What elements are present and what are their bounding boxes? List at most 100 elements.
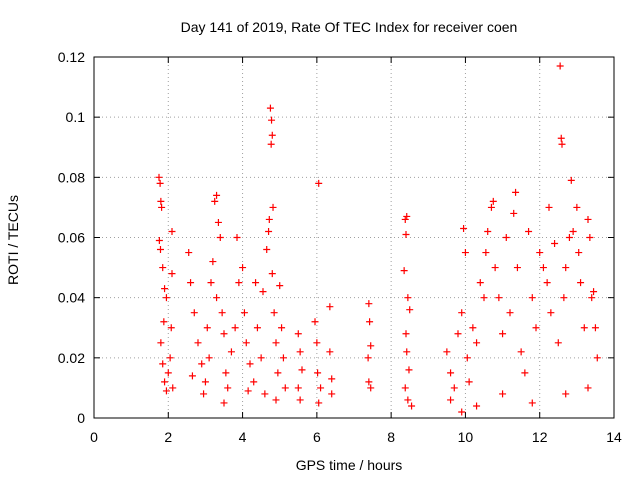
data-point — [155, 237, 163, 245]
data-point — [311, 318, 319, 326]
data-point — [491, 264, 499, 272]
data-point — [222, 369, 230, 377]
data-point — [313, 339, 321, 347]
data-point — [276, 282, 284, 290]
data-point — [159, 264, 167, 272]
data-point — [476, 279, 484, 287]
data-point — [267, 140, 275, 148]
data-point — [447, 369, 455, 377]
data-point — [274, 369, 282, 377]
y-tick-label: 0.02 — [58, 350, 85, 366]
y-tick-label: 0.12 — [58, 49, 85, 65]
data-point — [532, 324, 540, 332]
data-point — [156, 246, 164, 254]
data-point — [400, 267, 408, 275]
x-axis-title: GPS time / hours — [296, 457, 403, 473]
data-point — [168, 227, 176, 235]
data-point — [272, 396, 280, 404]
data-point — [266, 104, 274, 112]
data-point — [405, 366, 413, 374]
data-point — [242, 339, 250, 347]
chart-title: Day 141 of 2019, Rate Of TEC Index for r… — [181, 19, 518, 35]
data-point — [296, 348, 304, 356]
data-point — [166, 354, 174, 362]
data-point — [263, 246, 271, 254]
data-point — [233, 234, 241, 241]
data-point — [270, 309, 278, 317]
data-point — [200, 390, 208, 398]
data-point — [224, 384, 232, 392]
data-point — [218, 309, 226, 317]
x-tick-label: 10 — [458, 429, 474, 445]
data-point — [240, 309, 248, 317]
data-point — [513, 264, 521, 272]
data-point — [296, 396, 304, 404]
data-point — [556, 62, 564, 70]
data-point — [281, 384, 289, 392]
data-point — [315, 399, 323, 407]
data-point — [162, 294, 170, 302]
data-point — [364, 354, 372, 362]
y-tick-label: 0 — [77, 410, 85, 426]
data-point — [458, 309, 466, 317]
data-point — [213, 294, 221, 302]
data-point — [499, 330, 507, 338]
x-tick-label: 12 — [532, 429, 548, 445]
data-point — [272, 339, 280, 347]
data-point — [558, 140, 566, 148]
data-point — [367, 342, 375, 350]
x-tick-label: 8 — [387, 429, 395, 445]
data-point — [463, 354, 471, 362]
data-point — [168, 270, 176, 278]
data-point — [326, 303, 334, 311]
data-point — [495, 294, 503, 302]
data-point — [250, 378, 258, 386]
data-point — [257, 354, 265, 362]
y-tick-label: 0.04 — [58, 290, 85, 306]
data-point — [253, 324, 261, 332]
x-tick-label: 6 — [313, 429, 321, 445]
data-point — [209, 258, 217, 266]
data-point — [201, 378, 209, 386]
data-point — [528, 294, 536, 302]
data-point — [367, 384, 375, 392]
x-tick-label: 14 — [606, 429, 622, 445]
data-point — [185, 249, 193, 257]
data-point — [157, 197, 165, 205]
x-tick-label: 4 — [239, 429, 247, 445]
y-tick-labels: 0 0.02 0.04 0.06 0.08 0.1 0.12 — [58, 49, 85, 426]
data-point — [408, 402, 416, 410]
data-point — [577, 279, 585, 287]
data-point — [543, 279, 551, 287]
data-point — [473, 402, 481, 410]
data-point — [268, 131, 276, 139]
data-point — [261, 390, 269, 398]
data-point — [460, 224, 468, 232]
data-point — [159, 360, 167, 368]
data-point — [443, 348, 451, 356]
data-point — [454, 330, 462, 338]
data-point — [244, 387, 252, 395]
data-point — [528, 399, 536, 407]
data-point — [450, 384, 458, 392]
data-point — [557, 134, 565, 142]
data-point — [268, 270, 276, 278]
data-point — [220, 399, 228, 407]
data-point — [211, 197, 219, 205]
data-point — [521, 369, 529, 377]
data-point — [489, 197, 497, 205]
data-point — [586, 234, 594, 241]
data-point — [298, 366, 306, 374]
data-point — [161, 378, 169, 386]
data-point — [164, 369, 172, 377]
data-point — [458, 408, 466, 416]
data-point — [265, 215, 273, 223]
x-tick-label: 2 — [164, 429, 172, 445]
data-point — [465, 378, 473, 386]
data-point — [525, 227, 533, 235]
data-point — [160, 318, 168, 326]
data-point — [213, 191, 221, 199]
data-point — [220, 330, 228, 338]
data-point — [401, 215, 409, 223]
